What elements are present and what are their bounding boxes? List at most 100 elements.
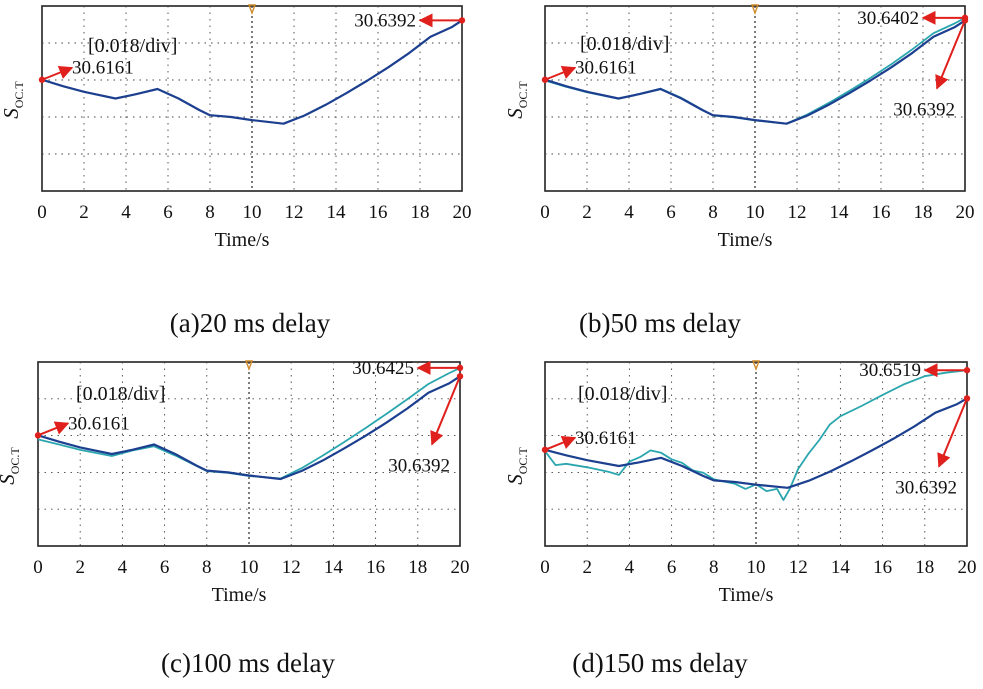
panel-caption: (a)20 ms delay xyxy=(170,308,331,338)
scale-label: [0.018/div] xyxy=(578,383,667,405)
annotation-arrow xyxy=(430,375,461,446)
annotation-label: 30.6402 xyxy=(857,8,919,29)
x-tick-label: 8 xyxy=(708,202,718,223)
series-line-reference xyxy=(544,397,968,489)
x-tick-label: 4 xyxy=(121,202,131,223)
x-tick-label: 16 xyxy=(366,557,385,578)
trigger-marker xyxy=(751,360,761,371)
x-tick-label: 6 xyxy=(666,202,676,223)
x-tick-label: 4 xyxy=(624,202,634,223)
x-tick-label: 14 xyxy=(830,202,850,223)
x-tick-label: 12 xyxy=(788,202,807,223)
trigger-marker xyxy=(244,360,254,371)
annotation-arrow xyxy=(935,20,966,90)
y-axis-symbol: S xyxy=(503,108,527,119)
annotation-label: 30.6519 xyxy=(859,360,921,381)
chart-panel-3: 0 2 4 6 8 10 12 14 16 18 20 Time/s SOC.T [0.018/div] 3… xyxy=(0,358,470,678)
x-tick-label: 20 xyxy=(451,557,470,578)
y-axis-subscript: OC.T xyxy=(12,81,26,109)
series-line-150-ms-delay xyxy=(544,369,968,501)
x-tick-label: 10 xyxy=(240,557,259,578)
x-tick-label: 20 xyxy=(453,202,472,223)
x-tick-label: 12 xyxy=(789,557,808,578)
annotation-arrow xyxy=(37,421,70,437)
chart-panel-4: 0 2 4 6 8 10 12 14 16 18 20 Time/s SOC.T [0.018/div] 3… xyxy=(503,360,977,678)
x-tick-label: 18 xyxy=(411,202,430,223)
x-tick-label: 18 xyxy=(915,557,934,578)
x-tick-label: 6 xyxy=(160,557,170,578)
y-axis-subscript: OC.T xyxy=(516,81,530,109)
panel-caption: (c)100 ms delay xyxy=(161,648,335,678)
panel-caption: (b)50 ms delay xyxy=(579,308,741,338)
y-axis-symbol: S xyxy=(503,474,527,485)
chart-panel-2: 0 2 4 6 8 10 12 14 16 18 20 Time/s SOC.T [0.018/div] 3… xyxy=(503,4,975,338)
x-tick-label: 6 xyxy=(667,557,677,578)
x-tick-label: 10 xyxy=(746,202,765,223)
x-tick-label: 12 xyxy=(285,202,304,223)
annotation-label: 30.6392 xyxy=(895,477,957,498)
x-tick-label: 20 xyxy=(956,202,975,223)
annotation-label: 30.6161 xyxy=(72,58,134,79)
x-tick-label: 12 xyxy=(282,557,301,578)
y-axis-label: SOC.T xyxy=(503,81,530,119)
annotation-label: 30.6425 xyxy=(352,358,414,379)
scale-label: [0.018/div] xyxy=(76,383,165,405)
annotation-label: 30.6161 xyxy=(68,413,130,434)
x-tick-label: 16 xyxy=(872,202,891,223)
x-tick-label: 18 xyxy=(408,557,427,578)
trigger-marker xyxy=(750,4,760,15)
x-axis-label: Time/s xyxy=(215,229,270,251)
x-tick-label: 14 xyxy=(324,557,344,578)
chart-panel-1: 0 2 4 6 8 10 12 14 16 18 20Time/sSOC.T[0.018/div]3… xyxy=(0,4,472,338)
x-axis-label: Time/s xyxy=(718,229,773,251)
x-tick-label: 0 xyxy=(540,202,550,223)
x-tick-label: 18 xyxy=(914,202,933,223)
y-axis-label: SOC.T xyxy=(0,447,22,485)
x-tick-label: 8 xyxy=(709,557,719,578)
x-axis-label: Time/s xyxy=(212,584,267,606)
annotation-arrow xyxy=(41,65,74,81)
x-tick-label: 14 xyxy=(327,202,347,223)
annotation-label: 30.6392 xyxy=(893,99,955,120)
series-line-reference xyxy=(37,375,461,481)
annotation-arrow xyxy=(937,398,968,468)
x-tick-label: 10 xyxy=(747,557,766,578)
x-tick-label: 2 xyxy=(582,557,592,578)
annotation-arrow xyxy=(544,435,577,451)
y-axis-label: SOC.T xyxy=(0,81,26,119)
x-tick-label: 8 xyxy=(205,202,215,223)
series-line-reference xyxy=(41,19,463,125)
annotation-label: 30.6392 xyxy=(354,10,416,31)
trigger-marker xyxy=(247,4,257,15)
annotation-label: 30.6161 xyxy=(575,58,637,79)
x-tick-label: 2 xyxy=(75,557,85,578)
plot-frame xyxy=(41,5,463,192)
x-tick-label: 14 xyxy=(831,557,851,578)
x-tick-label: 4 xyxy=(625,557,635,578)
x-tick-label: 16 xyxy=(873,557,892,578)
y-axis-subscript: OC.T xyxy=(8,447,22,475)
y-axis-symbol: S xyxy=(0,474,19,485)
x-tick-label: 16 xyxy=(369,202,388,223)
x-tick-label: 6 xyxy=(163,202,173,223)
x-tick-label: 20 xyxy=(958,557,977,578)
y-axis-symbol: S xyxy=(0,108,23,119)
x-tick-label: 10 xyxy=(243,202,262,223)
annotation-label: 30.6161 xyxy=(575,428,637,449)
panel-caption: (d)150 ms delay xyxy=(572,648,748,678)
annotation-label: 30.6392 xyxy=(388,455,450,476)
x-tick-label: 8 xyxy=(202,557,212,578)
scale-label: [0.018/div] xyxy=(580,33,669,55)
x-tick-label: 2 xyxy=(582,202,592,223)
y-axis-label: SOC.T xyxy=(503,447,530,485)
series-line-reference xyxy=(544,19,966,125)
x-tick-label: 0 xyxy=(33,557,43,578)
x-tick-label: 0 xyxy=(37,202,47,223)
x-tick-label: 0 xyxy=(540,557,550,578)
y-axis-subscript: OC.T xyxy=(516,447,530,475)
annotation-arrow xyxy=(544,65,577,81)
x-axis-label: Time/s xyxy=(719,584,774,606)
scale-label: [0.018/div] xyxy=(88,35,177,57)
x-tick-label: 2 xyxy=(79,202,89,223)
